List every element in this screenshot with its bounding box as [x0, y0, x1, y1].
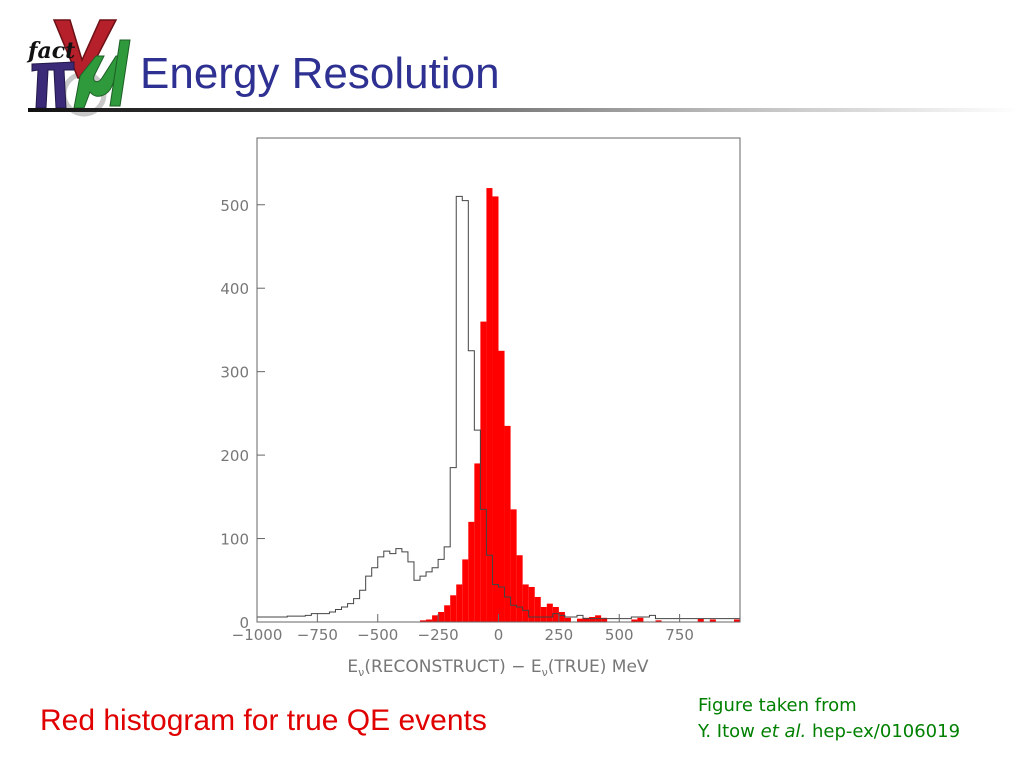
x-tick-label: −1000 — [232, 626, 283, 644]
title-divider — [28, 108, 1020, 112]
credit-reference: hep-ex/0106019 — [811, 721, 961, 742]
histogram-bar-qe — [456, 584, 463, 622]
y-tick-label: 400 — [220, 280, 249, 298]
histogram-bar-qe — [589, 616, 596, 622]
histogram-bar-qe — [504, 425, 511, 622]
histogram-bar-qe — [583, 617, 590, 622]
credit-author: Y. Itow — [698, 721, 755, 742]
histogram-bar-qe — [540, 606, 547, 622]
credit-line-1: Figure taken from — [698, 695, 857, 716]
histogram-bar-qe — [564, 617, 571, 622]
histogram-bar-qe — [498, 350, 505, 622]
x-axis-label: Eν(RECONSTRUCT) − Eν(TRUE) MeV — [347, 657, 649, 679]
x-tick-label: −500 — [357, 626, 398, 644]
plot-area — [256, 188, 740, 622]
histogram-bar-qe — [468, 521, 475, 622]
page-title: Energy Resolution — [140, 49, 500, 98]
histogram-bar-qe — [558, 611, 565, 622]
histogram-bar-qe — [516, 555, 523, 622]
histogram-bar-qe — [655, 620, 662, 622]
credit-etal: et al. — [760, 721, 807, 742]
histogram-outline-all — [256, 195, 740, 622]
histogram-bar-qe — [522, 584, 529, 622]
histogram-bar-qe — [450, 595, 457, 622]
histogram-bar-qe — [534, 596, 541, 622]
histogram-bar-qe — [528, 586, 535, 622]
histogram-bar-qe — [631, 619, 638, 622]
histogram-bar-qe — [438, 611, 445, 622]
figure-credit: Figure taken from Y. Itow et al. hep-ex/… — [698, 693, 960, 745]
histogram-bar-qe — [486, 188, 493, 622]
x-tick-label: 500 — [605, 626, 634, 644]
y-tick-label: 200 — [220, 447, 249, 465]
histogram-bar-qe — [709, 619, 716, 622]
y-tick-label: 500 — [220, 197, 249, 215]
histogram-bar-qe — [576, 618, 584, 622]
credit-line-2: Y. Itow et al. hep-ex/0106019 — [698, 719, 960, 745]
y-tick-label: 100 — [220, 531, 249, 549]
histogram-bar-qe — [444, 605, 451, 622]
histogram-bar-qe — [552, 606, 559, 622]
histogram-bar-qe — [432, 615, 439, 622]
x-tick-label: 250 — [545, 626, 574, 644]
x-tick-label: 0 — [494, 626, 504, 644]
y-tick-label: 0 — [239, 614, 249, 632]
histogram-bar-qe — [733, 619, 740, 622]
histogram-bar-qe — [601, 617, 608, 622]
histogram-bar-qe — [492, 196, 499, 622]
figure-caption: Red histogram for true QE events — [40, 704, 487, 737]
logo-text: fact — [26, 38, 75, 64]
x-tick-label: 750 — [665, 626, 694, 644]
x-tick-label: −750 — [297, 626, 338, 644]
histogram-bar-qe — [420, 620, 427, 622]
histogram-bar-qe — [637, 617, 644, 622]
histogram-chart: 0 100 200 300 400 500 −1000 −750 −500 −250 0 250 500… — [220, 137, 741, 679]
histogram-bar-qe — [462, 559, 469, 622]
histogram-bar-qe — [426, 619, 433, 622]
histogram-bar-qe — [480, 321, 487, 622]
histogram-bar-qe — [474, 463, 481, 622]
histogram-bar-qe — [510, 509, 517, 622]
histogram-bar-qe — [546, 603, 553, 622]
axes: 0 100 200 300 400 500 −1000 −750 −500 −250 0 250 500… — [220, 137, 741, 644]
x-tick-label: −250 — [418, 626, 459, 644]
histogram-bar-qe — [697, 618, 704, 622]
y-tick-label: 300 — [220, 364, 249, 382]
logo: fact — [24, 16, 134, 118]
